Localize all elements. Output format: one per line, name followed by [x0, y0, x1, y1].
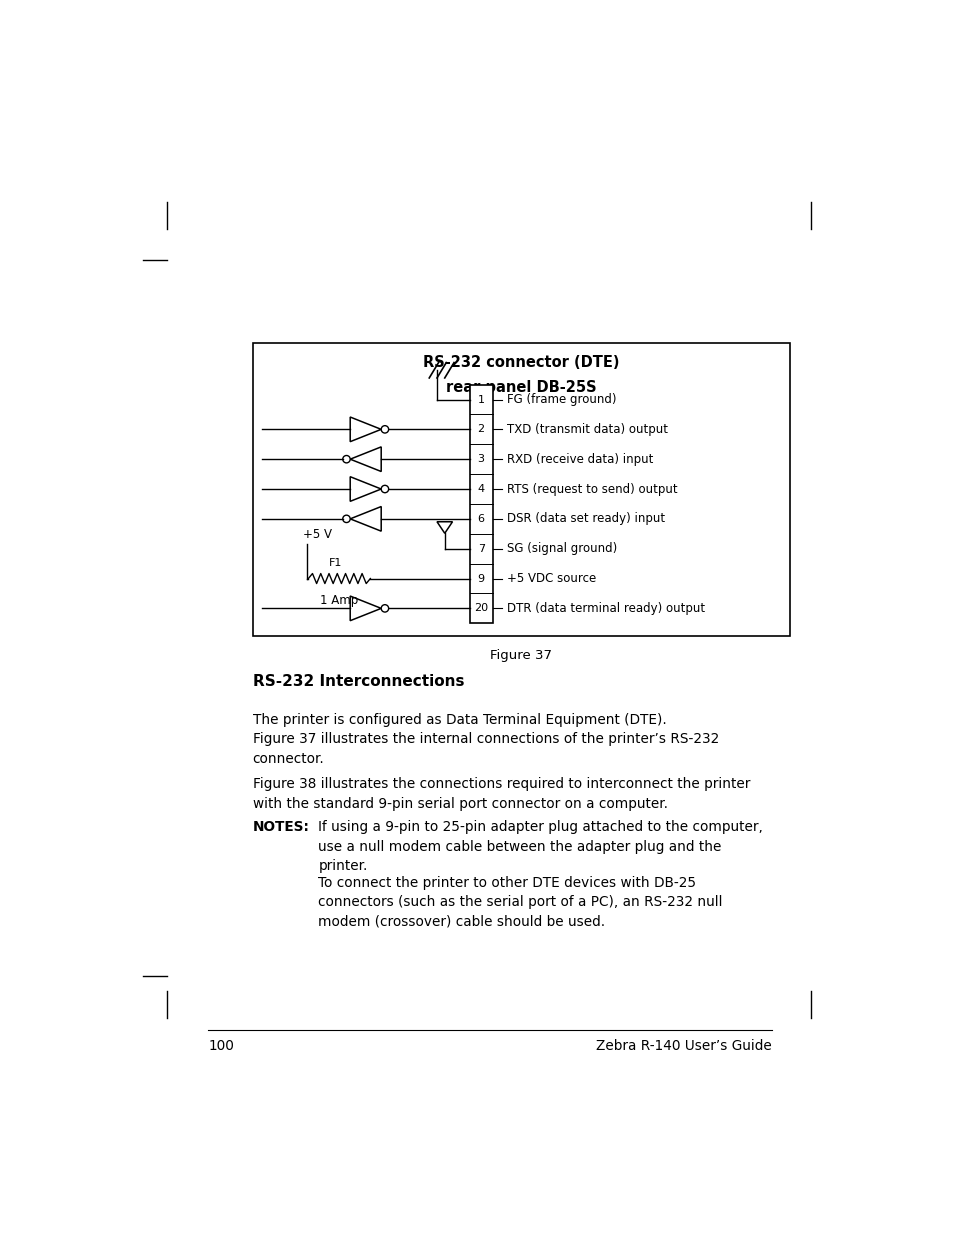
- Text: NOTES:: NOTES:: [253, 820, 309, 835]
- Text: 4: 4: [477, 484, 484, 494]
- Bar: [469, 384, 493, 624]
- Text: TXD (transmit data) output: TXD (transmit data) output: [506, 422, 667, 436]
- Text: 3: 3: [477, 454, 484, 464]
- Text: F1: F1: [329, 558, 342, 568]
- Text: Zebra R-140 User’s Guide: Zebra R-140 User’s Guide: [596, 1039, 771, 1053]
- Text: RS-232 connector (DTE): RS-232 connector (DTE): [422, 354, 618, 369]
- Text: RTS (request to send) output: RTS (request to send) output: [506, 483, 677, 495]
- Text: 6: 6: [477, 514, 484, 524]
- Text: The printer is configured as Data Terminal Equipment (DTE).
Figure 37 illustrate: The printer is configured as Data Termin…: [253, 713, 718, 766]
- Text: 20: 20: [474, 604, 488, 614]
- Text: Figure 38 illustrates the connections required to interconnect the printer
with : Figure 38 illustrates the connections re…: [253, 777, 749, 811]
- Text: FG (frame ground): FG (frame ground): [506, 393, 616, 406]
- Bar: [253, 343, 789, 636]
- Text: rear panel DB-25S: rear panel DB-25S: [445, 380, 596, 395]
- Text: 100: 100: [208, 1039, 234, 1053]
- Text: RXD (receive data) input: RXD (receive data) input: [506, 453, 653, 466]
- Text: To connect the printer to other DTE devices with DB-25
connectors (such as the s: To connect the printer to other DTE devi…: [318, 876, 722, 929]
- Text: RS-232 Interconnections: RS-232 Interconnections: [253, 674, 463, 689]
- Text: SG (signal ground): SG (signal ground): [506, 542, 617, 556]
- Text: +5 V: +5 V: [303, 527, 332, 541]
- Text: 9: 9: [477, 573, 484, 583]
- Text: DTR (data terminal ready) output: DTR (data terminal ready) output: [506, 601, 704, 615]
- Text: DSR (data set ready) input: DSR (data set ready) input: [506, 513, 664, 525]
- Text: +5 VDC source: +5 VDC source: [506, 572, 596, 585]
- Text: Figure 37: Figure 37: [490, 650, 552, 662]
- Text: If using a 9-pin to 25-pin adapter plug attached to the computer,
use a null mod: If using a 9-pin to 25-pin adapter plug …: [318, 820, 762, 873]
- Text: 1 Amp: 1 Amp: [320, 594, 358, 606]
- Text: 1: 1: [477, 394, 484, 405]
- Text: 2: 2: [477, 425, 484, 435]
- Text: 7: 7: [477, 543, 484, 553]
